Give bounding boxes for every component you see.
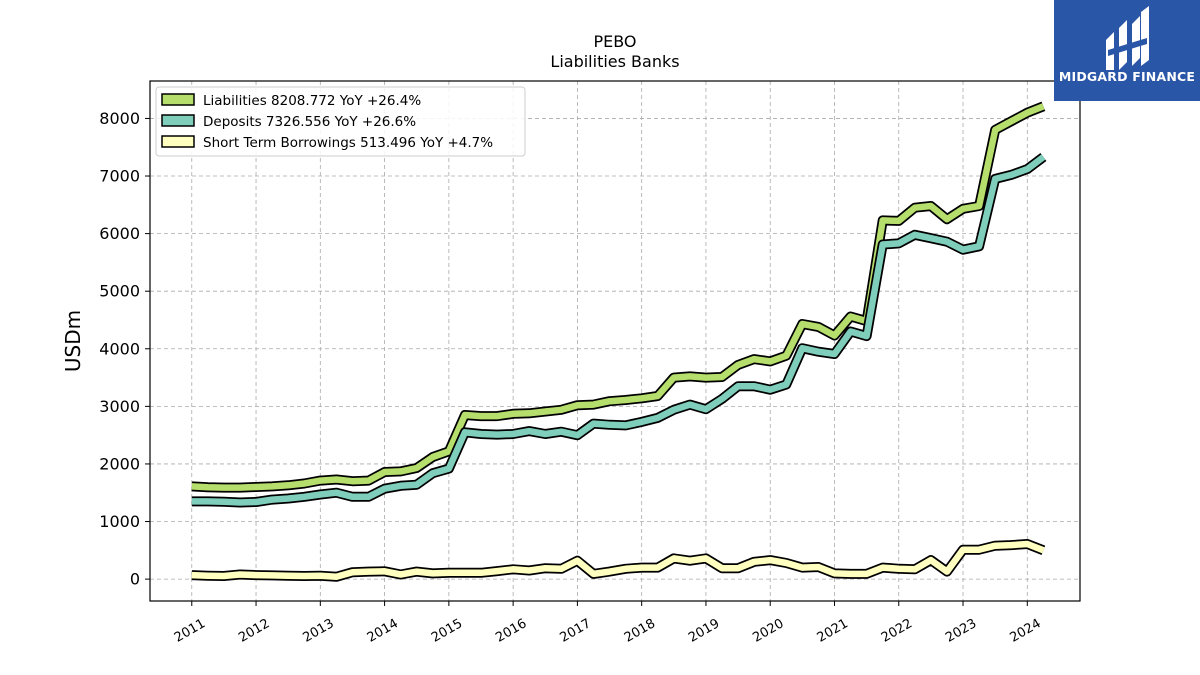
y-axis-label: USDm [61,310,85,372]
y-tick-label: 7000 [99,167,140,186]
plot-frame [149,80,1081,602]
legend-label-short-term-borrowings: Short Term Borrowings 513.496 YoY +4.7% [203,135,493,151]
x-tick-label: 2021 [815,616,851,646]
series-liabilities [191,101,1046,493]
chart-subtitle: Liabilities Banks [550,52,679,71]
x-tick-label: 2022 [879,616,915,646]
y-tick-label: 3000 [99,397,140,416]
x-tick-label: 2024 [1007,616,1043,646]
x-tick-label: 2012 [236,616,272,646]
y-tick-label: 2000 [99,454,140,473]
y-tick-label: 4000 [99,339,140,358]
x-tick-label: 2020 [750,616,786,646]
x-tick-label: 2023 [943,616,979,646]
legend-item-liabilities: Liabilities 8208.772 YoY +26.4% [161,93,421,109]
series-short-term-borrowings [191,539,1046,582]
x-tick-label: 2013 [300,616,336,646]
x-tick-label: 2018 [622,616,658,646]
legend-swatch-liabilities [161,93,195,106]
y-tick-label: 6000 [99,224,140,243]
midgard-logo-icon [1106,6,1149,70]
y-axis: 0 1000 2000 3000 4000 5000 6000 7000 8000 [99,109,150,589]
x-tick-label: 2015 [429,616,465,646]
legend-label-deposits: Deposits 7326.556 YoY +26.6% [203,114,416,130]
legend-swatch-deposits [161,114,195,127]
x-tick-label: 2014 [365,616,401,646]
x-tick-label: 2016 [493,616,529,646]
series-layer [191,101,1047,582]
series-line-deposits [191,154,1046,506]
legend-item-deposits: Deposits 7326.556 YoY +26.6% [161,114,416,130]
plot-area [150,81,1080,601]
legend-label-liabilities: Liabilities 8208.772 YoY +26.4% [203,93,421,109]
series-line-short-term-borrowings [191,540,1045,581]
chart-title: PEBO [593,32,636,51]
brand-name: MIDGARD FINANCE [1059,69,1195,84]
brand-logo: MIDGARD FINANCE [1054,0,1200,101]
y-tick-label: 1000 [99,512,140,531]
legend-item-short-term-borrowings: Short Term Borrowings 513.496 YoY +4.7% [161,135,493,151]
x-tick-label: 2011 [172,616,208,646]
legend-box [155,86,526,157]
x-tick-label: 2019 [686,616,722,646]
series-line-liabilities [191,103,1045,491]
y-tick-label: 8000 [99,109,140,128]
legend-swatch-short-term-borrowings [161,135,195,148]
series-deposits [191,153,1047,508]
y-tick-label: 0 [130,570,140,589]
x-tick-label: 2017 [558,616,594,646]
legend: Liabilities 8208.772 YoY +26.4% Deposits… [155,86,526,157]
y-tick-label: 5000 [99,282,140,301]
x-axis: 2011 2012 2013 2014 2015 2016 2017 2018 2019 2020… [172,601,1044,646]
